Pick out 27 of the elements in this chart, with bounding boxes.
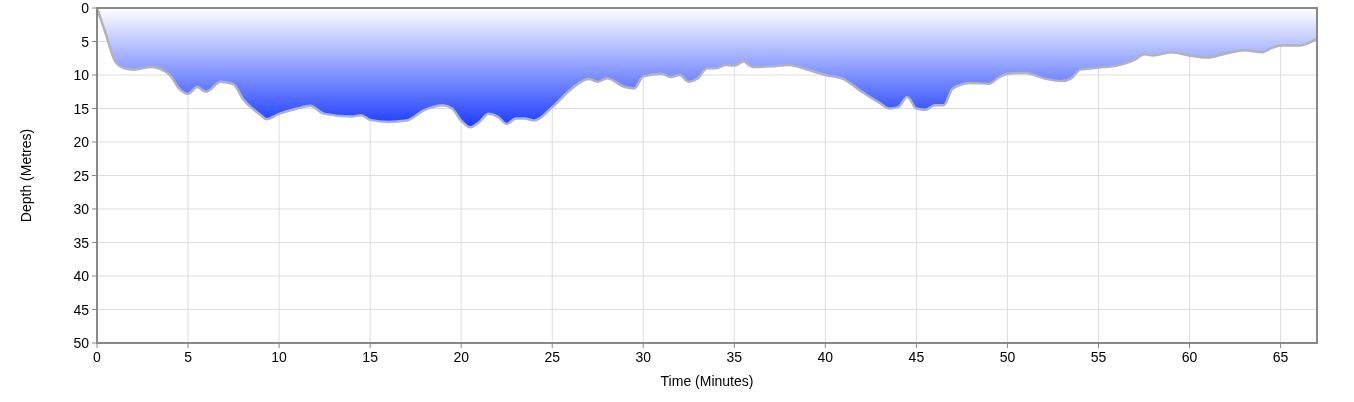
y-tick-label: 40 — [73, 268, 90, 284]
y-tick-label: 30 — [73, 201, 90, 217]
x-tick-label: 30 — [635, 349, 652, 365]
x-tick-label: 20 — [453, 349, 470, 365]
x-tick-label: 35 — [726, 349, 743, 365]
y-tick-label: 20 — [73, 134, 90, 150]
y-axis-title: Depth (Metres) — [18, 128, 34, 223]
x-tick-label: 55 — [1090, 349, 1107, 365]
y-tick-label: 35 — [73, 234, 90, 251]
y-tick-label: 45 — [73, 301, 90, 318]
x-tick-label: 0 — [93, 349, 102, 365]
y-tick-label: 15 — [73, 100, 90, 117]
x-tick-label: 40 — [817, 349, 834, 365]
y-tick-label: 0 — [81, 0, 90, 16]
x-axis-title: Time (Minutes) — [660, 373, 754, 389]
x-tick-label: 5 — [184, 349, 193, 365]
x-tick-label: 10 — [271, 349, 288, 365]
x-tick-label: 15 — [362, 349, 379, 365]
x-tick-label: 45 — [908, 349, 925, 365]
y-tick-label: 50 — [73, 335, 90, 351]
x-tick-label: 65 — [1272, 349, 1289, 365]
y-tick-label: 5 — [81, 33, 90, 50]
x-tick-label: 25 — [544, 349, 561, 365]
x-tick-label: 60 — [1181, 349, 1198, 365]
y-tick-label: 10 — [73, 67, 90, 83]
y-tick-label: 25 — [73, 167, 90, 184]
x-tick-label: 50 — [999, 349, 1016, 365]
